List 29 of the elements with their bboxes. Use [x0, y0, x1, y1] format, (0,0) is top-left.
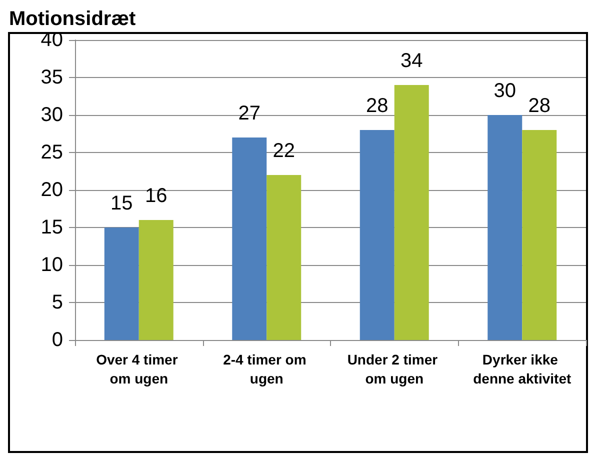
bar	[232, 138, 267, 340]
y-tick-label: 30	[40, 104, 63, 126]
data-label: 27	[238, 102, 261, 124]
y-tick-label: 25	[40, 142, 63, 164]
bar	[266, 175, 302, 340]
x-tick-label: Dyrker ikke denne aktivitet	[473, 352, 572, 386]
data-label: 22	[272, 140, 295, 162]
data-label: 28	[528, 95, 550, 117]
chart-title: Motionsidræt	[9, 8, 136, 30]
y-tick-label: 0	[52, 329, 63, 351]
y-tick-label: 15	[40, 216, 63, 238]
y-tick-label: 20	[40, 179, 63, 201]
data-label: 30	[494, 80, 516, 102]
data-label: 28	[366, 95, 388, 117]
y-tick-label: 10	[40, 254, 63, 276]
x-tick-label: Over 4 timer om ugen	[96, 352, 182, 386]
bar	[522, 130, 557, 340]
data-label: 15	[110, 192, 133, 214]
x-tick-label: 2-4 timer om ugen	[223, 352, 310, 386]
y-tick-label: 35	[40, 66, 63, 88]
data-label: 16	[144, 185, 168, 207]
y-tick-label: 5	[52, 292, 63, 314]
x-tick-label: Under 2 timer om ugen	[347, 352, 442, 386]
bar	[394, 85, 429, 340]
bar	[104, 228, 139, 340]
bar	[360, 130, 394, 340]
data-label: 34	[400, 50, 423, 72]
bar	[488, 115, 522, 340]
bar	[138, 220, 174, 340]
